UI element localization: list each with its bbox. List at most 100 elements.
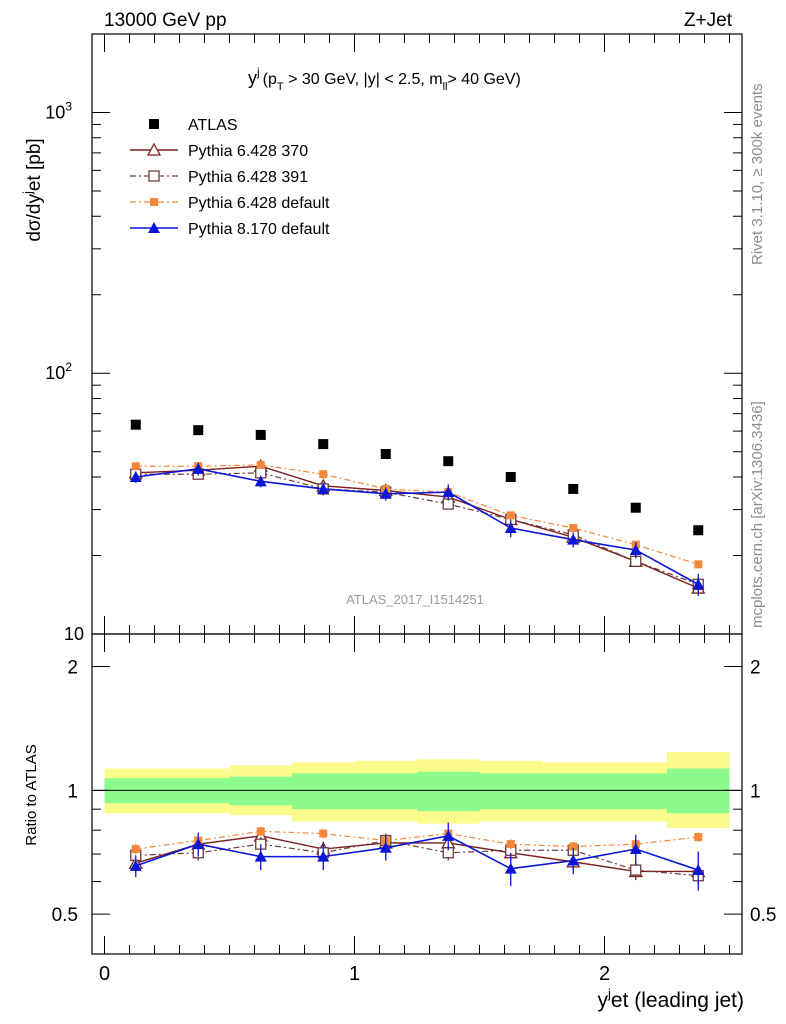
x-axis-label: yjet (leading jet)	[598, 986, 744, 1012]
ratio-point-py8	[129, 859, 142, 871]
legend-label-atlas: ATLAS	[188, 117, 238, 134]
series-line-py370	[135, 465, 699, 589]
ratio-frame	[91, 633, 743, 955]
data-point-pydefault	[319, 470, 328, 479]
ratio-point-py391	[630, 864, 642, 876]
ylabel-main: dσ/dy	[24, 194, 45, 242]
y-tick-label-exponent: 3	[65, 99, 72, 113]
y-tick-label-base: 10	[64, 624, 84, 644]
y-tick-label-ratio: 0.5	[52, 905, 78, 926]
title-main: y	[248, 68, 257, 88]
data-point-atlas	[568, 483, 579, 494]
ratio-band-inner-bin	[229, 776, 292, 806]
ratio-point-py8	[692, 864, 705, 876]
header-right: Z+Jet	[684, 10, 733, 31]
side-text-mcplots: mcplots.cern.ch [arXiv:1306.3436]	[749, 401, 766, 628]
y-tick-label-ratio-right: 1	[750, 781, 761, 802]
legend-label-py370: Pythia 6.428 370	[188, 143, 308, 160]
y-tick-label-ratio-right: 2	[750, 658, 761, 679]
ratio-band-inner-bin	[417, 771, 480, 812]
ratio-point-pydefault	[569, 842, 578, 851]
data-point-py8	[442, 486, 455, 498]
legend-label-py391: Pythia 6.428 391	[188, 169, 308, 186]
data-point-py8	[254, 475, 267, 487]
series-pydefault	[131, 460, 703, 569]
data-point-atlas	[318, 439, 329, 450]
legend-entry-atlas: ATLAS	[149, 117, 238, 134]
data-point-atlas	[130, 419, 141, 430]
analysis-watermark: ATLAS_2017_I1514251	[346, 592, 484, 607]
data-point-pydefault	[131, 462, 140, 471]
y-tick-label-ratio: 1	[67, 781, 78, 802]
ratio-point-pydefault	[256, 827, 265, 836]
ratio-line-py370	[135, 835, 699, 873]
ratio-point-py8	[442, 829, 455, 841]
series-py391	[130, 467, 704, 591]
data-point-pydefault	[256, 460, 265, 469]
data-point-py8	[379, 487, 392, 499]
ylabel-rest: et [pb]	[24, 138, 45, 191]
ratio-line-py391	[135, 839, 699, 877]
y-tick-label-upper: 103	[45, 99, 72, 122]
x-tick-label: 2	[599, 963, 610, 985]
ratio-point-py8	[192, 838, 205, 850]
data-point-py8	[567, 533, 580, 545]
data-point-atlas	[443, 456, 454, 467]
ratio-point-py8	[317, 850, 330, 862]
data-point-py8	[629, 543, 642, 555]
data-point-py391	[442, 498, 454, 510]
chart-title: yj (pT > 30 GeV, |y| < 2.5, mll> 40 GeV)	[248, 65, 521, 93]
ratio-point-py8	[254, 850, 267, 862]
data-point-pydefault	[569, 523, 578, 532]
xlabel-main: y	[598, 989, 609, 1012]
xlabel-rest: et (leading jet)	[611, 989, 744, 1012]
x-tick-label: 0	[99, 963, 110, 985]
series-py370	[128, 458, 706, 595]
data-point-atlas	[505, 472, 516, 483]
ratio-point-py8	[567, 854, 580, 866]
legend-marker-py391	[148, 170, 160, 182]
title-cut-pt: (p	[263, 71, 277, 88]
ratio-point-pydefault	[506, 840, 515, 849]
ratio-band-inner-bin	[292, 773, 355, 810]
title-cut-rest1: > 30 GeV, |y| < 2.5, m	[284, 71, 443, 88]
data-point-py8	[129, 471, 142, 483]
ratio-plot-area	[92, 751, 742, 891]
y-axis-label-main: dσ/dyjet [pb]	[20, 138, 45, 241]
ratio-band-inner-bin	[354, 773, 417, 810]
legend-entry-py391: Pythia 6.428 391	[130, 169, 308, 186]
ratio-series-pydefault	[131, 826, 703, 855]
ratio-point-pydefault	[319, 829, 328, 838]
data-point-atlas	[693, 525, 704, 536]
y-tick-label-upper: 10	[64, 624, 84, 644]
series-line-py391	[135, 472, 699, 585]
data-point-pydefault	[506, 511, 515, 520]
ratio-series-py8	[129, 822, 705, 891]
legend-marker-atlas	[149, 119, 159, 129]
title-cut-ll-sub: ll	[443, 81, 448, 93]
y-axis-label-ratio: Ratio to ATLAS	[23, 744, 40, 845]
x-tick-label: 1	[349, 963, 360, 985]
ratio-band-inner-bin	[604, 773, 667, 810]
data-point-atlas	[380, 449, 391, 460]
legend-entry-pydefault: Pythia 6.428 default	[130, 195, 330, 212]
series-line-py8	[135, 468, 699, 586]
ratio-band-inner-bin	[479, 773, 542, 810]
data-point-py8	[692, 578, 705, 590]
data-point-atlas	[255, 429, 266, 440]
ratio-point-py8	[629, 843, 642, 855]
y-tick-label-ratio: 2	[67, 658, 78, 679]
ratio-point-pydefault	[131, 845, 140, 854]
series-atlas	[130, 419, 704, 536]
legend-label-py8: Pythia 8.170 default	[188, 221, 330, 238]
ratio-line-py8	[135, 835, 699, 871]
legend-label-pydefault: Pythia 6.428 default	[188, 195, 330, 212]
header-left: 13000 GeV pp	[104, 10, 227, 31]
series-py8	[129, 462, 705, 596]
data-point-py8	[504, 521, 517, 533]
ratio-point-pydefault	[694, 833, 703, 842]
legend-marker-py370	[146, 142, 162, 156]
y-tick-label-base: 10	[45, 102, 65, 122]
ratio-band-inner-bin	[542, 773, 605, 810]
